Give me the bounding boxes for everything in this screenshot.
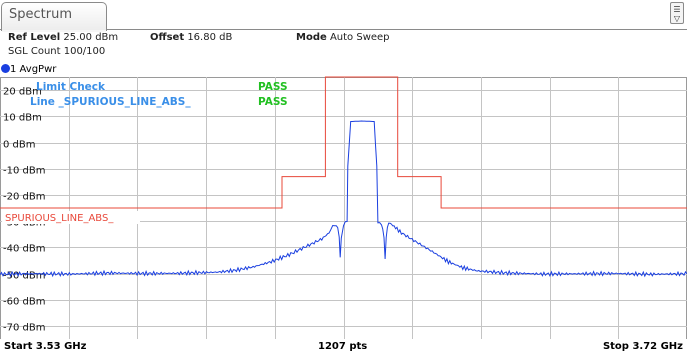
bottom-bar: Start 3.53 GHz 1207 pts Stop 3.72 GHz xyxy=(0,339,687,355)
limit-check-label: Limit Check xyxy=(36,81,106,93)
trace-label: 1 AvgPwr xyxy=(0,64,56,77)
y-tick-label: 0 dBm xyxy=(3,140,36,151)
offset: Offset 16.80 dB xyxy=(150,32,232,43)
y-tick-label: -10 dBm xyxy=(3,166,45,177)
y-tick-label: -40 dBm xyxy=(3,244,45,255)
y-tick-label: 20 dBm xyxy=(3,87,42,98)
ref-level: Ref Level 25.00 dBm xyxy=(8,32,118,43)
tab-spectrum[interactable]: Spectrum xyxy=(1,2,107,32)
y-tick-label: -60 dBm xyxy=(3,297,45,308)
trace-indicator-icon xyxy=(1,64,10,73)
mode-label: Mode xyxy=(296,32,327,43)
y-tick-label: -20 dBm xyxy=(3,192,45,203)
trace-label-text: 1 AvgPwr xyxy=(10,64,57,75)
limit-check-result: PASS xyxy=(258,81,288,93)
stop-frequency: Stop 3.72 GHz xyxy=(602,341,683,352)
mode: Mode Auto Sweep xyxy=(296,32,390,43)
ref-level-label: Ref Level xyxy=(8,32,61,43)
trace-line xyxy=(0,120,687,278)
limit-line xyxy=(0,76,687,209)
offset-label: Offset xyxy=(150,32,185,43)
y-tick-label: -50 dBm xyxy=(3,271,45,282)
info-bar: Ref Level 25.00 dBm Offset 16.80 dB Mode… xyxy=(0,31,687,63)
mode-value: Auto Sweep xyxy=(329,32,390,43)
limit-line-label: Line _SPURIOUS_LINE_ABS_ xyxy=(30,96,191,108)
grid-horizontal xyxy=(0,90,687,327)
ref-level-value: 25.00 dBm xyxy=(63,32,119,43)
limit-line-name: SPURIOUS_LINE_ABS_ xyxy=(5,213,114,224)
limit-line-result: PASS xyxy=(258,96,288,108)
y-tick-label: -70 dBm xyxy=(3,323,45,334)
menu-icon[interactable]: ☰ ▽ xyxy=(670,2,684,24)
tab-bar: Spectrum ☰ ▽ xyxy=(0,0,687,32)
y-tick-label: 10 dBm xyxy=(3,113,42,124)
sweep-points: 1207 pts xyxy=(318,341,368,352)
sgl-count: SGL Count 100/100 xyxy=(8,46,106,57)
limit-line-name-bg xyxy=(2,211,140,224)
offset-value: 16.80 dB xyxy=(187,32,233,43)
start-frequency: Start 3.53 GHz xyxy=(4,341,87,352)
